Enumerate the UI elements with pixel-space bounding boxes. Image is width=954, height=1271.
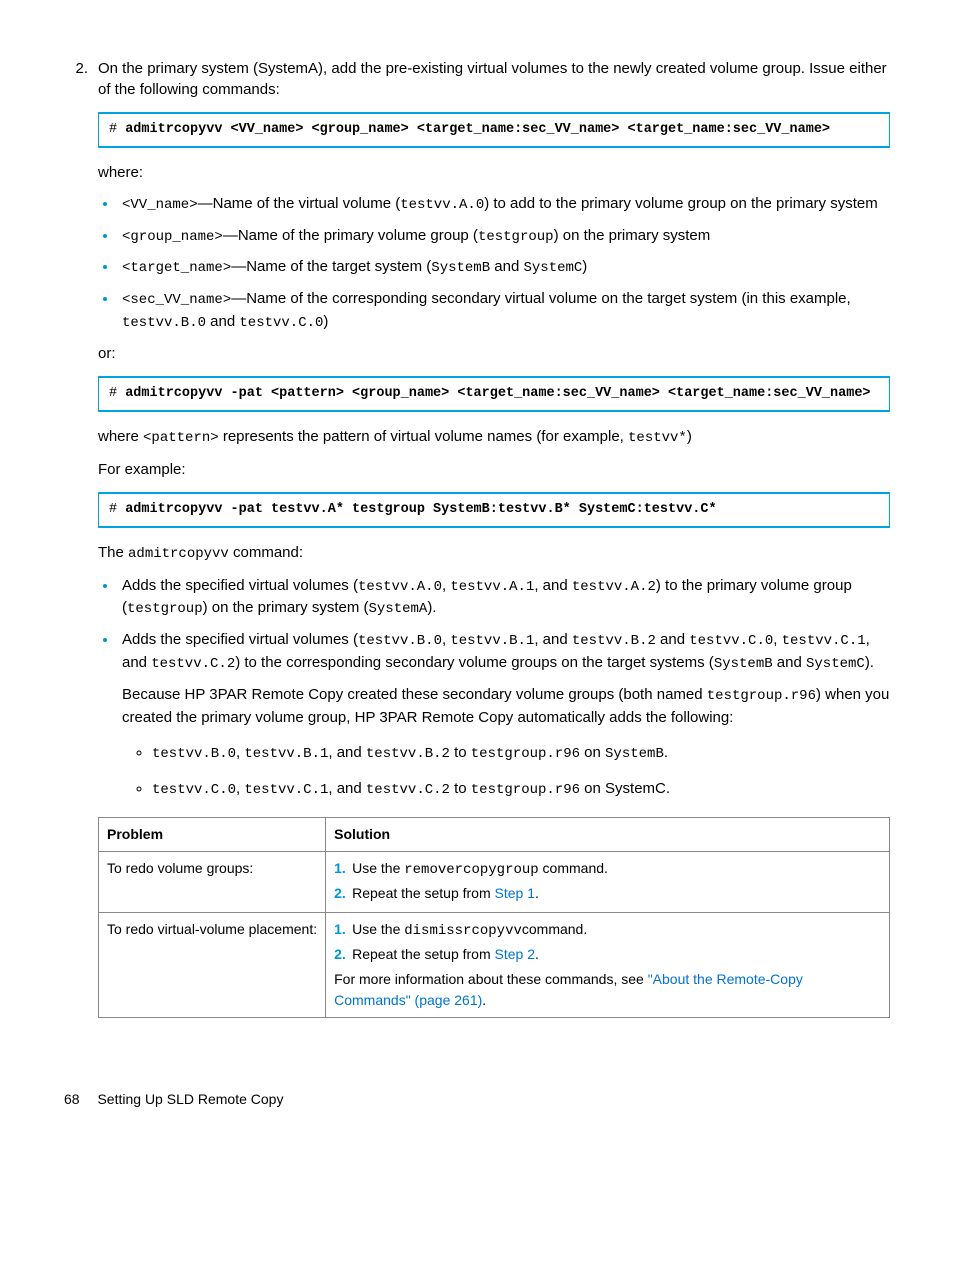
problem-cell: To redo virtual-volume placement: xyxy=(99,912,326,1017)
pattern-line: where <pattern> represents the pattern o… xyxy=(98,426,890,449)
command: admitrcopyvv -pat <pattern> <group_name>… xyxy=(125,386,870,401)
code-block-3: # admitrcopyvv -pat testvv.A* testgroup … xyxy=(98,492,890,528)
footer-title: Setting Up SLD Remote Copy xyxy=(97,1091,283,1107)
command: admitrcopyvv <VV_name> <group_name> <tar… xyxy=(125,122,830,137)
sub-item-b: testvv.B.0, testvv.B.1, and testvv.B.2 t… xyxy=(152,742,890,765)
col-problem: Problem xyxy=(99,817,326,851)
table-row: To redo volume groups: 1.Use the remover… xyxy=(99,851,890,912)
def-group-name: <group_name>—Name of the primary volume … xyxy=(118,225,890,248)
problem-cell: To redo volume groups: xyxy=(99,851,326,912)
code-block-1: # admitrcopyvv <VV_name> <group_name> <t… xyxy=(98,112,890,148)
page-footer: 68 Setting Up SLD Remote Copy xyxy=(64,1018,890,1110)
code-block-2: # admitrcopyvv -pat <pattern> <group_nam… xyxy=(98,376,890,412)
def-sec-vv-name: <sec_VV_name>—Name of the corresponding … xyxy=(118,288,890,333)
step-number: 2. xyxy=(64,58,88,79)
def-vv-name: <VV_name>—Name of the virtual volume (te… xyxy=(118,193,890,216)
action-list: Adds the specified virtual volumes (test… xyxy=(118,575,890,801)
step-list: 2. On the primary system (SystemA), add … xyxy=(64,58,890,333)
table-header-row: Problem Solution xyxy=(99,817,890,851)
term: <group_name> xyxy=(122,229,223,245)
prompt: # xyxy=(109,502,125,517)
term: <sec_VV_name> xyxy=(122,292,231,308)
definition-list: <VV_name>—Name of the virtual volume (te… xyxy=(118,193,890,333)
table-row: To redo virtual-volume placement: 1.Use … xyxy=(99,912,890,1017)
step-intro: On the primary system (SystemA), add the… xyxy=(98,60,887,98)
def-target-name: <target_name>—Name of the target system … xyxy=(118,256,890,279)
solution-cell: 1.Use the dismissrcopyvvcommand. 2.Repea… xyxy=(326,912,890,1017)
prompt: # xyxy=(109,386,125,401)
col-solution: Solution xyxy=(326,817,890,851)
action-1: Adds the specified virtual volumes (test… xyxy=(118,575,890,620)
action-2: Adds the specified virtual volumes (test… xyxy=(118,629,890,801)
prompt: # xyxy=(109,122,125,137)
command-line: The admitrcopyvv command: xyxy=(98,542,890,565)
sub-item-c: testvv.C.0, testvv.C.1, and testvv.C.2 t… xyxy=(152,778,890,801)
page: 2. On the primary system (SystemA), add … xyxy=(0,0,954,1130)
step-2: 2. On the primary system (SystemA), add … xyxy=(64,58,890,333)
or-label: or: xyxy=(98,343,890,364)
solution-cell: 1.Use the removercopygroup command. 2.Re… xyxy=(326,851,890,912)
where-label: where: xyxy=(98,162,890,183)
problem-table: Problem Solution To redo volume groups: … xyxy=(98,817,890,1018)
link-step-2[interactable]: Step 2 xyxy=(495,946,535,962)
link-step-1[interactable]: Step 1 xyxy=(495,885,535,901)
for-example: For example: xyxy=(98,459,890,480)
term: <target_name> xyxy=(122,260,231,276)
sub-list: testvv.B.0, testvv.B.1, and testvv.B.2 t… xyxy=(152,742,890,801)
action-2-para: Because HP 3PAR Remote Copy created thes… xyxy=(122,684,890,728)
page-number: 68 xyxy=(64,1091,80,1107)
command: admitrcopyvv -pat testvv.A* testgroup Sy… xyxy=(125,502,716,517)
term: <VV_name> xyxy=(122,197,198,213)
